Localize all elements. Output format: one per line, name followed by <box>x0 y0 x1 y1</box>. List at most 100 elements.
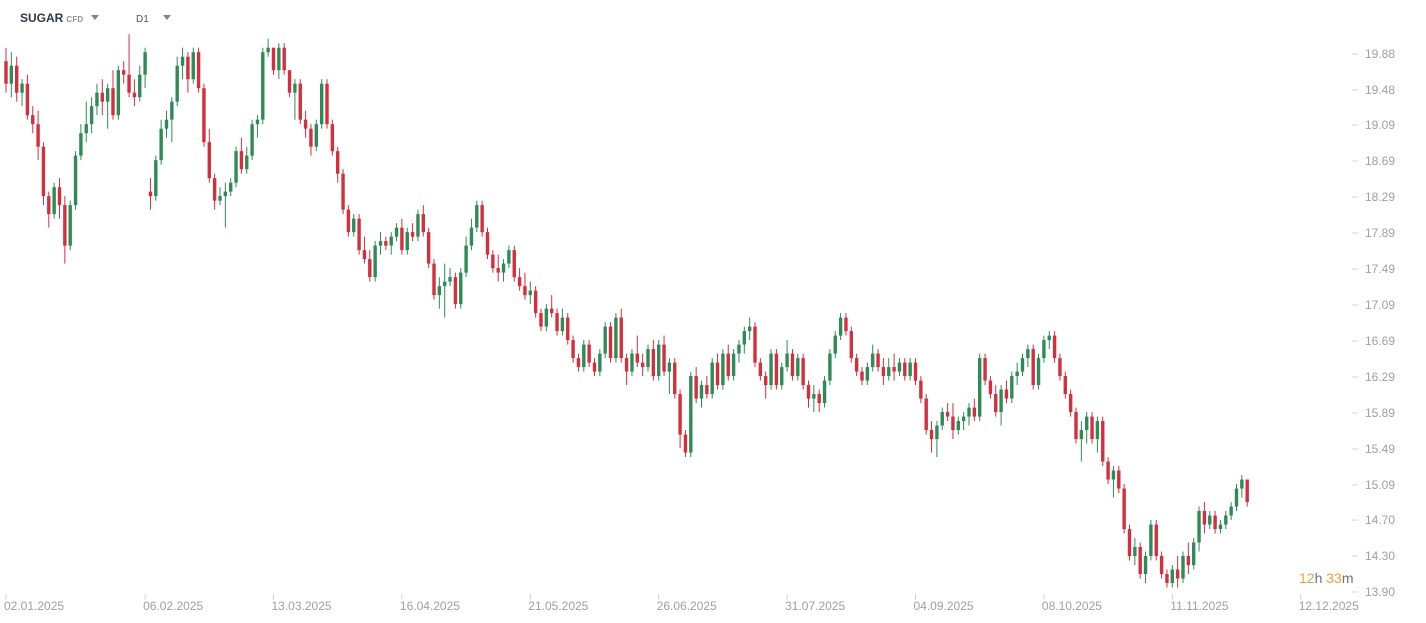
candle-body <box>154 160 158 197</box>
candle-body <box>202 88 206 143</box>
candle <box>255 115 260 138</box>
candle-body <box>881 367 886 377</box>
candle <box>972 398 977 422</box>
candle <box>175 56 179 107</box>
candle <box>180 47 185 80</box>
candle-body <box>1101 421 1105 462</box>
candle-body <box>271 47 276 71</box>
candle-body <box>854 358 859 372</box>
candle <box>485 227 490 260</box>
candle-body <box>309 128 313 147</box>
y-tick-label: 18.29 <box>1365 190 1395 204</box>
candle <box>31 106 35 134</box>
candle-body <box>1095 421 1100 440</box>
candle-body <box>999 389 1003 413</box>
candle <box>319 79 324 129</box>
candle <box>662 335 666 377</box>
candle <box>410 223 415 242</box>
candle <box>603 322 607 359</box>
candle <box>785 340 789 372</box>
candle <box>1015 362 1019 386</box>
candle <box>1133 538 1137 566</box>
candle-body <box>865 367 870 381</box>
candle-body <box>978 358 982 417</box>
candle <box>122 61 126 84</box>
candle-body <box>544 308 549 327</box>
candle-body <box>614 317 618 359</box>
candle <box>1079 421 1084 462</box>
candle-body <box>833 335 837 354</box>
candle-body <box>362 250 367 260</box>
candle <box>715 353 720 390</box>
candle-body <box>1229 506 1233 516</box>
candle-body <box>983 358 987 381</box>
candle <box>1020 353 1025 377</box>
price-axis: 19.88 19.48 19.09 18.69 18.29 17.89 17.49 17.09… <box>1352 47 1395 599</box>
candle <box>769 349 773 390</box>
candle <box>491 250 495 273</box>
candle-body <box>1143 556 1148 575</box>
candle-body <box>47 196 51 215</box>
candle-body <box>36 124 40 147</box>
candle-body <box>1192 542 1196 566</box>
candle-body <box>951 416 955 431</box>
candle <box>844 313 848 336</box>
candle <box>860 367 864 386</box>
candle <box>475 200 479 233</box>
candle <box>1052 331 1057 363</box>
candle-body <box>1159 556 1164 575</box>
candle-body <box>608 326 613 359</box>
candle-body <box>127 74 131 93</box>
candle-body <box>277 47 281 71</box>
candle-body <box>148 191 153 197</box>
candle <box>154 155 158 201</box>
candle <box>95 83 99 116</box>
candle-body <box>646 349 650 368</box>
candle <box>357 214 361 255</box>
symbol-name: SUGAR <box>20 11 64 25</box>
candle <box>164 110 169 138</box>
candle <box>52 182 56 219</box>
timeframe-label: D1 <box>136 14 149 25</box>
candle <box>426 227 431 269</box>
candle <box>774 349 779 390</box>
candle-body <box>1133 547 1137 557</box>
chevron-down-icon <box>91 15 100 20</box>
candle-body <box>223 191 228 197</box>
candle <box>416 209 420 242</box>
candle <box>223 182 228 228</box>
x-tick-label: 08.10.2025 <box>1042 599 1102 613</box>
candle-body <box>1213 515 1217 530</box>
candle-body <box>175 65 179 102</box>
candle <box>1149 520 1153 561</box>
candle <box>1031 344 1035 390</box>
candle-body <box>961 416 966 422</box>
candle <box>261 47 265 125</box>
candle <box>726 344 730 381</box>
candle-body <box>239 151 244 170</box>
candle-body <box>255 119 260 125</box>
candle <box>838 313 843 341</box>
candle-body <box>582 344 586 368</box>
candle <box>1143 551 1148 584</box>
timeframe-selector[interactable]: D1 <box>136 14 171 25</box>
candle <box>250 119 254 161</box>
candle-body <box>1106 461 1110 480</box>
candle-body <box>1042 340 1046 359</box>
candle <box>961 412 966 431</box>
candle-body <box>100 92 104 102</box>
candle-body <box>801 358 805 386</box>
candle <box>277 43 281 80</box>
candle-body <box>1079 430 1084 440</box>
candle <box>533 286 538 318</box>
candle <box>287 70 292 98</box>
candle-body <box>892 367 896 372</box>
candle-body <box>635 353 639 363</box>
symbol-selector[interactable]: SUGAR CFD <box>20 11 100 25</box>
candle <box>1229 502 1233 521</box>
candle <box>833 331 837 359</box>
candle-body <box>956 421 960 431</box>
candle-body <box>480 205 484 233</box>
candle-body <box>132 92 137 98</box>
